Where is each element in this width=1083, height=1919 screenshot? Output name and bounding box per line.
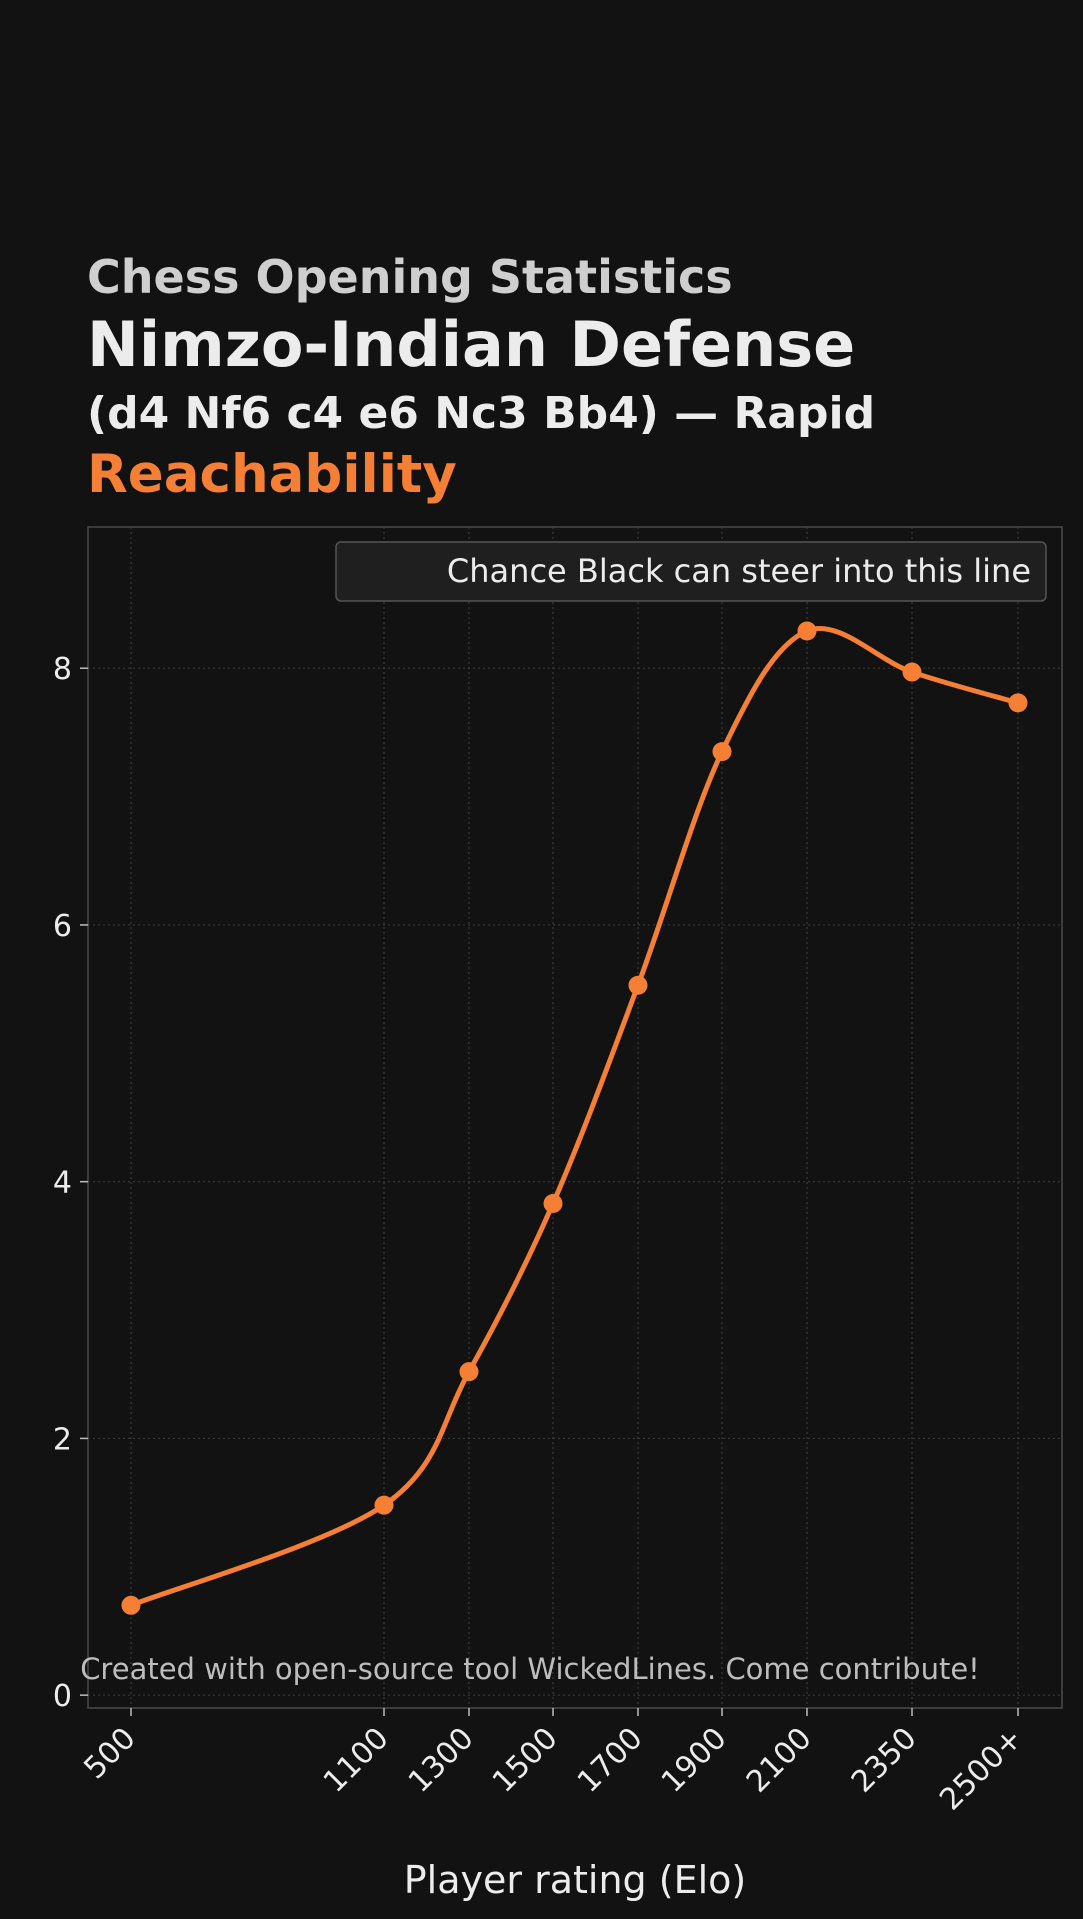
data-point <box>797 621 817 641</box>
data-point <box>543 1194 563 1214</box>
data-point <box>902 662 922 682</box>
x-tick-label: 1300 <box>402 1721 481 1800</box>
x-tick-label: 2500+ <box>933 1721 1030 1818</box>
chart-supertitle: Chess Opening Statistics <box>87 250 733 304</box>
grid <box>88 527 1062 1708</box>
y-tick-label: 2 <box>53 1422 72 1457</box>
x-axis-title: Player rating (Elo) <box>403 1858 747 1902</box>
metric-title: Reachability <box>87 444 457 505</box>
x-tick-label: 2350 <box>845 1721 924 1800</box>
x-tick-label: 2100 <box>740 1721 819 1800</box>
y-tick-label: 6 <box>53 909 72 944</box>
data-point <box>1008 693 1028 713</box>
watermark: Created with open-source tool WickedLine… <box>80 1652 980 1686</box>
legend: Chance Black can steer into this line <box>335 541 1047 602</box>
x-tick-label: 1700 <box>571 1721 650 1800</box>
chart-subtitle: (d4 Nf6 c4 e6 Nc3 Bb4) — Rapid <box>87 388 876 439</box>
legend-box <box>335 541 1047 602</box>
y-tick-label: 4 <box>53 1166 72 1201</box>
data-point <box>121 1595 141 1615</box>
series-line <box>128 626 1021 1608</box>
data-point <box>374 1495 394 1515</box>
y-tick-label: 0 <box>53 1679 72 1714</box>
chart-title: Nimzo-Indian Defense <box>87 308 856 381</box>
data-point <box>712 742 732 762</box>
series-layer <box>121 621 1028 1615</box>
data-point <box>459 1362 479 1382</box>
legend-label: Chance Black can steer into this line <box>447 552 1031 590</box>
x-tick-label: 1100 <box>317 1721 396 1800</box>
y-tick-label: 8 <box>53 652 72 687</box>
x-tick-label: 1500 <box>486 1721 565 1800</box>
plot-frame <box>87 526 1063 1709</box>
x-tick-label: 1900 <box>655 1721 734 1800</box>
x-tick-label: 500 <box>77 1721 142 1786</box>
data-point <box>628 975 648 995</box>
